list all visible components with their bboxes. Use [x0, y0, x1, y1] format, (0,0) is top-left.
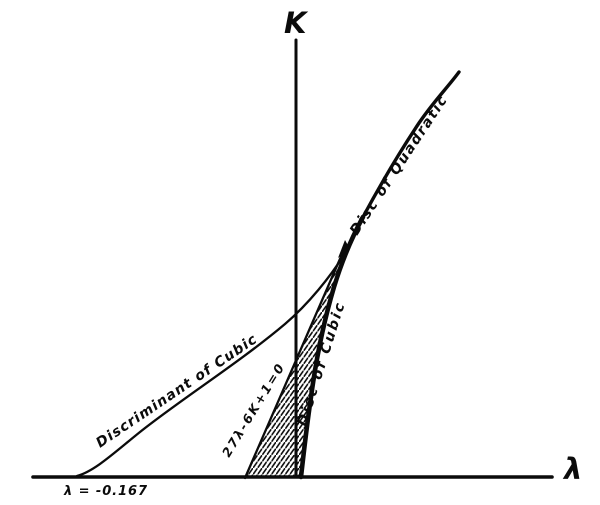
- k-axis-label: K: [284, 6, 309, 40]
- tangent-line-27lambda: [243, 243, 348, 480]
- tangency-arrowhead: [338, 240, 350, 258]
- lambda-intercept-label: λ = -0.167: [63, 484, 148, 499]
- disc-of-quadratic-label: Disc of Quadratic: [347, 93, 451, 238]
- discriminant-of-cubic-curve: [75, 241, 353, 478]
- lambda-axis-label: λ: [562, 452, 582, 486]
- disc-of-cubic-curve: [298, 214, 366, 480]
- disc-of-quadratic-curve: [361, 70, 461, 219]
